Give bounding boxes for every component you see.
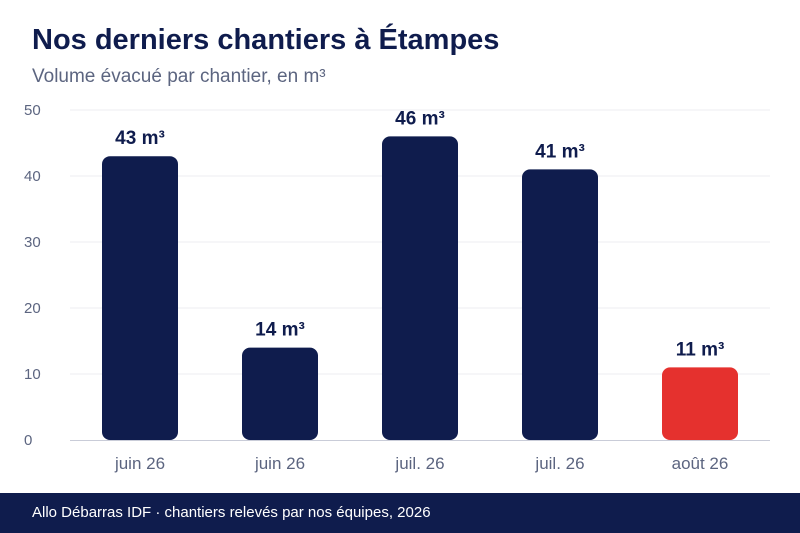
bar-value-label: 11 m³ [676,339,725,360]
bar [382,136,458,440]
bar-value-label: 46 m³ [395,108,445,129]
x-category-label: juin 26 [254,454,305,473]
x-category-label: juin 26 [114,454,165,473]
bar [242,347,318,440]
y-tick-label: 20 [24,300,41,317]
footer-bar: Allo Débarras IDF · chantiers relevés pa… [0,493,800,533]
bars [102,136,738,440]
y-tick-label: 10 [24,366,41,383]
chart-title: Nos derniers chantiers à Étampes [32,24,500,56]
bar [662,367,738,440]
bar-value-label: 41 m³ [535,141,585,162]
bar [522,169,598,440]
y-tick-label: 30 [24,234,41,251]
x-category-label: juil. 26 [534,454,584,473]
bar [102,156,178,440]
chart-subtitle: Volume évacué par chantier, en m³ [32,66,326,87]
y-tick-label: 50 [24,102,41,119]
y-tick-label: 40 [24,168,41,185]
x-category-label: juil. 26 [394,454,444,473]
bar-chart: 0 10 20 30 40 50 43 m³ juin 26 14 m³ juin 26 46 m³… [24,102,770,473]
footer-source-text: Allo Débarras IDF · chantiers relevés pa… [32,504,431,521]
y-tick-label: 0 [24,432,32,449]
bar-value-label: 14 m³ [255,320,305,341]
labels: 0 10 20 30 40 50 43 m³ juin 26 14 m³ juin 26 46 m³… [24,102,728,473]
x-category-label: août 26 [672,454,729,473]
bar-value-label: 43 m³ [115,128,165,149]
